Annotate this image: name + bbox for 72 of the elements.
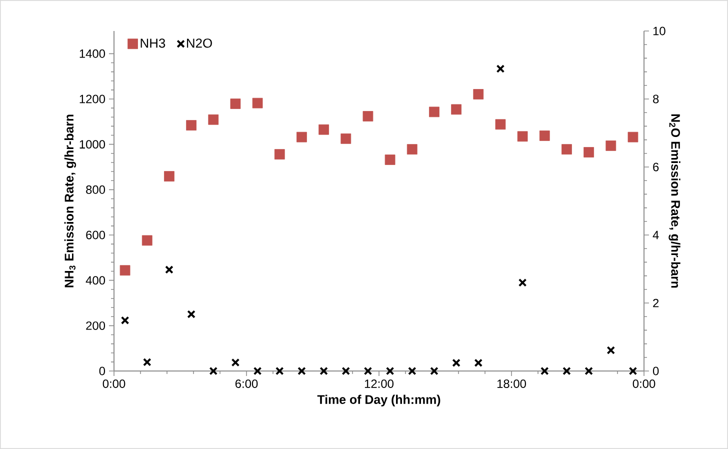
point xyxy=(584,366,593,376)
point xyxy=(406,144,418,154)
y-tick-label: 800 xyxy=(86,185,106,194)
legend-label: NH3 xyxy=(140,38,166,48)
point xyxy=(209,366,218,376)
point xyxy=(496,64,505,73)
x-tick-label: 12:00 xyxy=(364,380,394,388)
point xyxy=(186,120,196,130)
y-tick-label: 1000 xyxy=(80,140,106,149)
point xyxy=(584,147,594,158)
x-tick-label: 0:00 xyxy=(632,380,656,388)
y2-tick-label: 0 xyxy=(652,366,659,376)
point xyxy=(187,310,196,318)
point xyxy=(208,114,219,125)
point xyxy=(606,346,616,354)
point xyxy=(120,316,130,325)
point xyxy=(142,358,152,366)
point xyxy=(408,366,416,376)
x-tick-label: 6:00 xyxy=(235,380,258,388)
point xyxy=(474,358,483,368)
point xyxy=(451,104,462,115)
x-axis-title: Time of Day (hh:mm) xyxy=(317,394,440,406)
y-tick-label: 600 xyxy=(86,230,106,240)
x-tick-label: 18:00 xyxy=(497,380,526,388)
point xyxy=(430,366,438,376)
point xyxy=(473,89,484,100)
y-tick-label: 400 xyxy=(86,276,106,285)
point xyxy=(562,366,571,376)
point xyxy=(562,144,572,154)
point xyxy=(495,119,506,130)
point xyxy=(452,358,460,368)
point xyxy=(429,106,440,118)
y2-tick-label: 6 xyxy=(653,162,659,172)
y-tick-label: 1400 xyxy=(80,49,106,58)
point xyxy=(298,366,306,376)
point xyxy=(296,132,307,142)
point xyxy=(517,131,528,142)
text: N$_{2}$O Emission Rate, g/hr-barn xyxy=(668,114,680,288)
point xyxy=(539,130,550,141)
point xyxy=(342,366,350,376)
y2-tick-label: 2 xyxy=(653,298,659,308)
point xyxy=(274,149,285,160)
legend-label: N2O xyxy=(187,38,212,48)
point xyxy=(606,140,616,151)
point xyxy=(252,98,263,108)
y-tick-label: 200 xyxy=(86,321,106,330)
point xyxy=(165,266,174,274)
point xyxy=(164,171,174,182)
y2-tick-label: 4 xyxy=(652,230,659,240)
point xyxy=(275,366,284,376)
x-tick-label: 0:00 xyxy=(102,380,126,388)
point xyxy=(231,358,240,367)
point xyxy=(253,366,262,376)
y-tick-label: 0 xyxy=(99,366,106,376)
point xyxy=(628,132,638,142)
y2-tick-label: 8 xyxy=(653,94,659,104)
text: NH$_{3}$ Emission Rate, g/hr-barn xyxy=(64,114,76,288)
point xyxy=(364,366,372,376)
point xyxy=(340,133,352,144)
point xyxy=(142,235,152,246)
point xyxy=(362,111,374,122)
point xyxy=(318,124,329,135)
y2-tick-label: 10 xyxy=(653,26,666,36)
point xyxy=(320,366,328,376)
y-tick-label: 1200 xyxy=(80,94,106,104)
point xyxy=(120,265,130,276)
point xyxy=(628,366,638,376)
point xyxy=(540,366,549,376)
point xyxy=(518,278,527,287)
point xyxy=(384,154,396,165)
point xyxy=(230,98,241,109)
point xyxy=(386,366,394,376)
